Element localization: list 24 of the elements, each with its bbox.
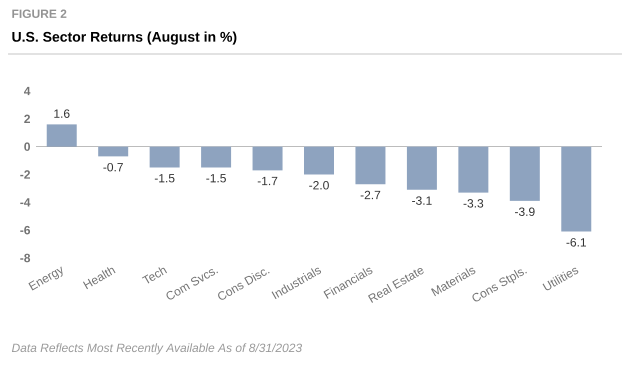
data-label: -2.7 xyxy=(360,190,380,200)
x-tick-label: Tech xyxy=(142,267,168,284)
y-tick-label: -2 xyxy=(20,170,30,179)
data-label: -1.5 xyxy=(154,174,174,182)
data-label: -3.9 xyxy=(515,207,535,216)
data-label: 1.6 xyxy=(54,109,70,118)
y-tick-label: 0 xyxy=(24,142,30,151)
caption: FIGURE 2 xyxy=(12,10,66,18)
data-label: -0.7 xyxy=(103,162,123,172)
data-label: -6.1 xyxy=(566,238,586,247)
y-tick-label: 4 xyxy=(24,86,30,96)
data-label: -1.5 xyxy=(206,174,226,182)
y-tick-label: -8 xyxy=(20,254,30,262)
data-label: -3.1 xyxy=(412,196,432,205)
data-label: -3.3 xyxy=(464,199,484,208)
data-label: -2.0 xyxy=(309,181,329,190)
text: Data Reflects Most Recently Available As of 8/31/2023 xyxy=(12,343,302,354)
chart-title: U.S. Sector Returns (August in %) xyxy=(12,32,236,45)
data-label: -1.7 xyxy=(258,176,278,186)
x-tick-label: Com Svcs. xyxy=(166,269,218,300)
x-tick-label: Cons Disc. xyxy=(218,269,270,300)
y-tick-label: 2 xyxy=(24,114,30,124)
y-tick-label: -6 xyxy=(20,226,30,234)
y-tick-label: -4 xyxy=(20,198,30,206)
